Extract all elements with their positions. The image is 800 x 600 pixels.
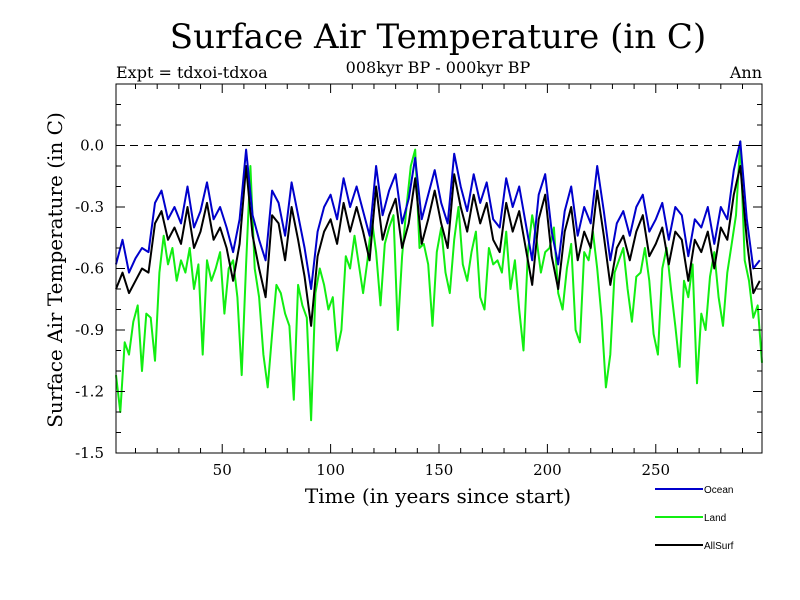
y-axis-label: Surface Air Temperature (in C) — [43, 112, 67, 428]
legend-label-ocean: Ocean — [704, 485, 733, 496]
plot-area: 50 100 150 200 250 -1.5 -1.2 -0.9 -0.6 -0.3 0.0 — [75, 83, 763, 479]
y-tick-label: -1.5 — [75, 444, 104, 462]
chart-subtitle: 008kyr BP - 000kyr BP — [346, 58, 531, 77]
y-tick-label: -0.6 — [75, 260, 104, 278]
x-tick-label: 250 — [641, 461, 670, 479]
y-tick-label: -1.2 — [75, 383, 104, 401]
y-tick-label: -0.3 — [75, 198, 104, 216]
series-line-allsurf — [115, 165, 761, 327]
x-tick-label: 100 — [316, 461, 345, 479]
series-line-land — [115, 140, 763, 422]
chart-title: Surface Air Temperature (in C) — [170, 17, 706, 57]
legend-label-allsurf: AllSurf — [704, 541, 734, 552]
y-tick-label: 0.0 — [80, 137, 104, 155]
y-tick-label: -0.9 — [75, 321, 104, 339]
season-label: Ann — [729, 63, 762, 82]
experiment-label: Expt = tdxoi-tdxoa — [116, 63, 268, 82]
plot-frame — [115, 83, 763, 454]
legend: Ocean Land AllSurf — [655, 485, 734, 552]
legend-label-land: Land — [704, 513, 726, 524]
x-axis-label: Time (in years since start) — [305, 484, 571, 508]
x-tick-label: 50 — [213, 461, 232, 479]
series-line-ocean — [115, 140, 761, 290]
x-tick-label: 200 — [533, 461, 562, 479]
x-tick-label: 150 — [425, 461, 454, 479]
